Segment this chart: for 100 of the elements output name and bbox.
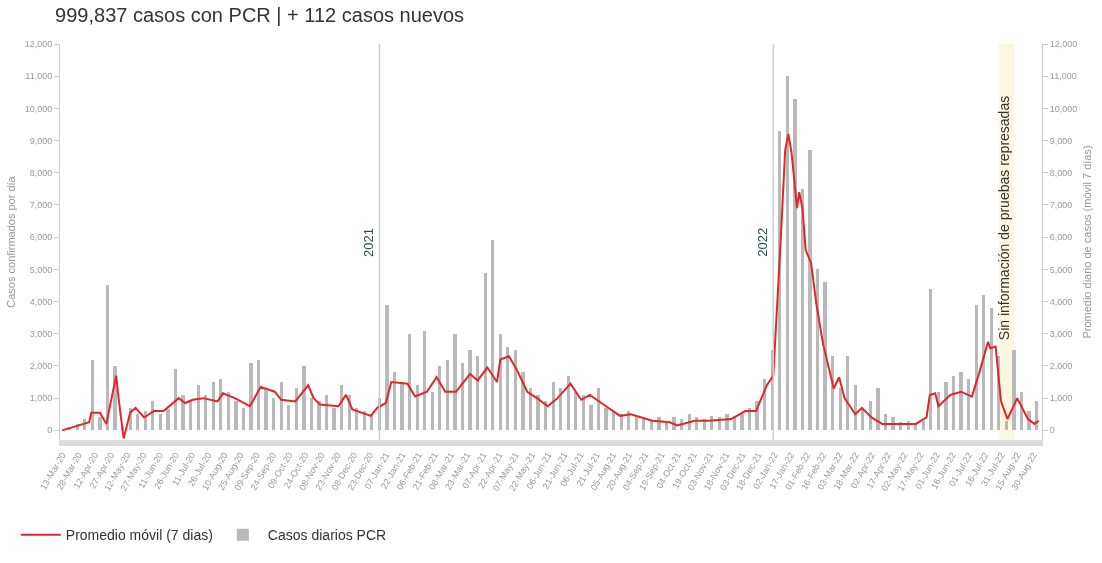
ref-line-label: 2021	[360, 228, 376, 257]
bar	[287, 405, 290, 430]
bar	[181, 395, 185, 430]
bar	[249, 363, 253, 430]
bar	[151, 401, 154, 430]
bar	[340, 385, 343, 430]
y-tick-label: 1,000	[29, 393, 53, 404]
ref-line-label: 2022	[754, 227, 770, 257]
y-tick-label: 0	[47, 425, 53, 436]
y-tick-label: 2,000	[29, 361, 53, 372]
bar	[876, 388, 880, 430]
bar	[839, 388, 842, 430]
bar	[604, 408, 608, 430]
bar	[552, 382, 555, 430]
bar	[189, 401, 192, 430]
bar	[257, 360, 260, 430]
bar	[944, 382, 948, 430]
y2-tick-label: 8,000	[1049, 167, 1073, 178]
bar	[295, 388, 298, 430]
bar	[438, 366, 441, 430]
bar	[302, 366, 306, 430]
bar	[582, 395, 585, 430]
bar	[808, 150, 812, 430]
bar	[801, 189, 804, 430]
bar	[1012, 350, 1016, 430]
bar	[567, 376, 570, 430]
y-tick-label: 6,000	[29, 232, 53, 243]
bar	[204, 395, 207, 430]
y-tick-label: 5,000	[29, 264, 53, 275]
bar	[612, 411, 615, 430]
y2-tick-label: 9,000	[1049, 135, 1073, 146]
bar	[854, 385, 857, 430]
bar	[453, 334, 457, 430]
bar	[400, 382, 404, 430]
bar	[959, 372, 963, 430]
bar	[786, 76, 789, 430]
bar	[929, 289, 932, 430]
y-tick-label: 11,000	[25, 71, 53, 82]
bar	[793, 99, 797, 430]
y2-tick-label: 12,000	[1049, 39, 1078, 50]
y-tick-label: 7,000	[29, 200, 53, 211]
bar	[325, 395, 328, 430]
bar	[861, 408, 864, 430]
y-tick-label: 8,000	[29, 167, 53, 178]
bar	[106, 285, 109, 430]
bar	[431, 392, 434, 430]
bar	[975, 305, 978, 430]
bar	[310, 398, 313, 430]
y-tick-label: 3,000	[29, 328, 53, 339]
bar	[823, 282, 827, 430]
y2-tick-label: 11,000	[1049, 71, 1077, 82]
y-tick-label: 10,000	[24, 103, 53, 114]
bar	[650, 421, 653, 430]
bar	[212, 382, 215, 430]
bar	[597, 388, 600, 430]
bar	[166, 409, 170, 430]
bar	[280, 382, 283, 430]
bar	[264, 388, 268, 430]
bar	[468, 350, 472, 430]
y-tick-label: 4,000	[29, 296, 53, 307]
y2-axis-title: Promedio diario de casos (móvil 7 días)	[1080, 145, 1093, 339]
bar	[484, 273, 487, 430]
bar	[529, 388, 532, 430]
bar	[521, 372, 525, 430]
bar	[159, 414, 162, 430]
bar	[982, 295, 985, 430]
bar	[816, 269, 819, 430]
y2-tick-label: 2,000	[1049, 361, 1073, 372]
chart-title: 999,837 casos con PCR | + 112 casos nuevos	[55, 4, 465, 27]
bar	[332, 408, 336, 430]
bar	[499, 334, 502, 430]
bar	[846, 356, 849, 430]
bar	[922, 421, 925, 430]
bar	[589, 405, 593, 430]
bar	[219, 379, 222, 430]
bar	[446, 360, 449, 430]
bar	[408, 334, 411, 430]
bar	[416, 385, 419, 430]
bar	[385, 305, 389, 430]
y-tick-label: 12,000	[24, 39, 53, 50]
y2-tick-label: 3,000	[1049, 328, 1073, 339]
bar	[476, 356, 479, 430]
bar	[574, 392, 577, 430]
y2-tick-label: 6,000	[1049, 232, 1073, 243]
bar	[740, 414, 744, 430]
legend-label: Casos diarios PCR	[267, 527, 387, 544]
bar	[544, 401, 547, 430]
bar	[317, 401, 321, 430]
bar	[990, 308, 993, 430]
bar	[242, 408, 245, 430]
bar	[748, 408, 751, 430]
bar	[174, 369, 177, 430]
bar	[1035, 401, 1038, 430]
y2-tick-label: 7,000	[1049, 200, 1073, 211]
bar	[98, 417, 102, 430]
y-axis-title: Casos confirmados por día	[5, 175, 18, 308]
bar	[491, 240, 494, 430]
bar	[227, 392, 230, 430]
y2-tick-label: 1,000	[1049, 393, 1073, 404]
y2-tick-label: 0	[1049, 425, 1055, 436]
